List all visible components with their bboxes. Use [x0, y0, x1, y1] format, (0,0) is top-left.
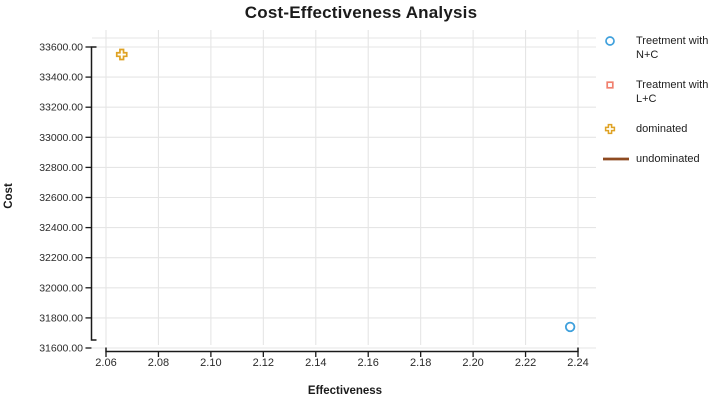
- legend-line-icon: [603, 152, 629, 166]
- y-tick-label: 33200.00: [39, 102, 83, 114]
- y-tick-label: 32200.00: [39, 252, 83, 264]
- legend-item-treatment-with-l-c: Treatment with L+C: [603, 78, 708, 106]
- x-tick-label: 2.14: [305, 357, 326, 369]
- data-points: [115, 48, 576, 333]
- legend-label-line: N+C: [636, 49, 659, 61]
- y-tick-label: 32000.00: [39, 282, 83, 294]
- legend-item-treetment-with-n-c: Treetment with N+C: [603, 34, 708, 62]
- legend-label-line: dominated: [636, 123, 688, 135]
- gridlines: [92, 30, 596, 349]
- y-tick-label: 31800.00: [39, 312, 83, 324]
- legend-label-line: Treatment with: [636, 79, 709, 91]
- legend-circle-icon: [603, 34, 629, 48]
- legend-square-icon: [603, 78, 629, 92]
- x-axis-line: [105, 347, 579, 353]
- legend-label: undominated: [636, 152, 700, 166]
- x-tick-label: 2.22: [515, 357, 536, 369]
- y-tick-label: 33600.00: [39, 42, 83, 54]
- y-tick-label: 32600.00: [39, 192, 83, 204]
- legend-label: dominated: [636, 122, 687, 136]
- legend-label: Treetment with N+C: [636, 34, 708, 62]
- tick-marks: [85, 46, 579, 357]
- legend-label: Treatment with L+C: [636, 78, 708, 106]
- legend-label-line: L+C: [636, 93, 657, 105]
- y-tick-label: 32800.00: [39, 162, 83, 174]
- chart-legend: Treetment with N+C Treatment with L+C domina…: [603, 34, 708, 166]
- chart-title: Cost-Effectiveness Analysis: [244, 3, 478, 22]
- y-tick-label: 33400.00: [39, 72, 83, 84]
- y-axis-line: [90, 46, 97, 341]
- y-tick-label: 32400.00: [39, 222, 83, 234]
- x-tick-label: 2.20: [462, 357, 483, 369]
- y-tick-label: 33000.00: [39, 132, 83, 144]
- legend-cross-icon: [603, 122, 629, 136]
- x-axis-title: Effectiveness: [307, 385, 383, 397]
- legend-label-line: undominated: [636, 153, 700, 165]
- y-axis-title: Cost: [3, 183, 15, 209]
- scatter-point-circle: [564, 321, 576, 333]
- axes: [90, 46, 579, 353]
- x-tick-label: 2.18: [410, 357, 431, 369]
- x-tick-label: 2.06: [95, 357, 116, 369]
- x-tick-label: 2.08: [148, 357, 169, 369]
- legend-item-dominated: dominated: [603, 122, 708, 136]
- x-tick-label: 2.12: [253, 357, 274, 369]
- scatter-point-cross: [115, 48, 128, 61]
- y-tick-label: 31600.00: [39, 343, 83, 355]
- legend-label-line: Treetment with: [636, 35, 709, 47]
- x-tick-label: 2.10: [200, 357, 221, 369]
- x-tick-label: 2.24: [567, 357, 588, 369]
- tick-labels: 31600.00 31800.00 32000.00 32200.00 32400.00…: [39, 42, 589, 370]
- legend-item-undominated: undominated: [603, 152, 708, 166]
- x-tick-label: 2.16: [358, 357, 379, 369]
